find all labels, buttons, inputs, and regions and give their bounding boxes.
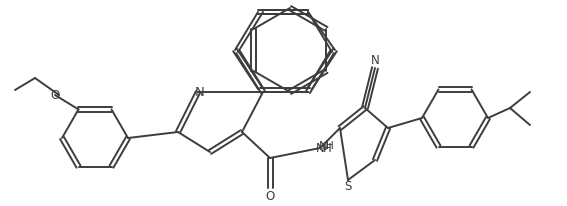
Text: N: N — [195, 85, 205, 98]
Text: N: N — [371, 54, 379, 67]
Text: N: N — [316, 142, 324, 154]
Text: O: O — [265, 190, 274, 202]
Text: H: H — [326, 141, 334, 151]
Text: S: S — [344, 179, 352, 192]
Text: O: O — [50, 89, 60, 102]
Text: H: H — [323, 142, 331, 154]
Text: N: N — [319, 139, 327, 152]
